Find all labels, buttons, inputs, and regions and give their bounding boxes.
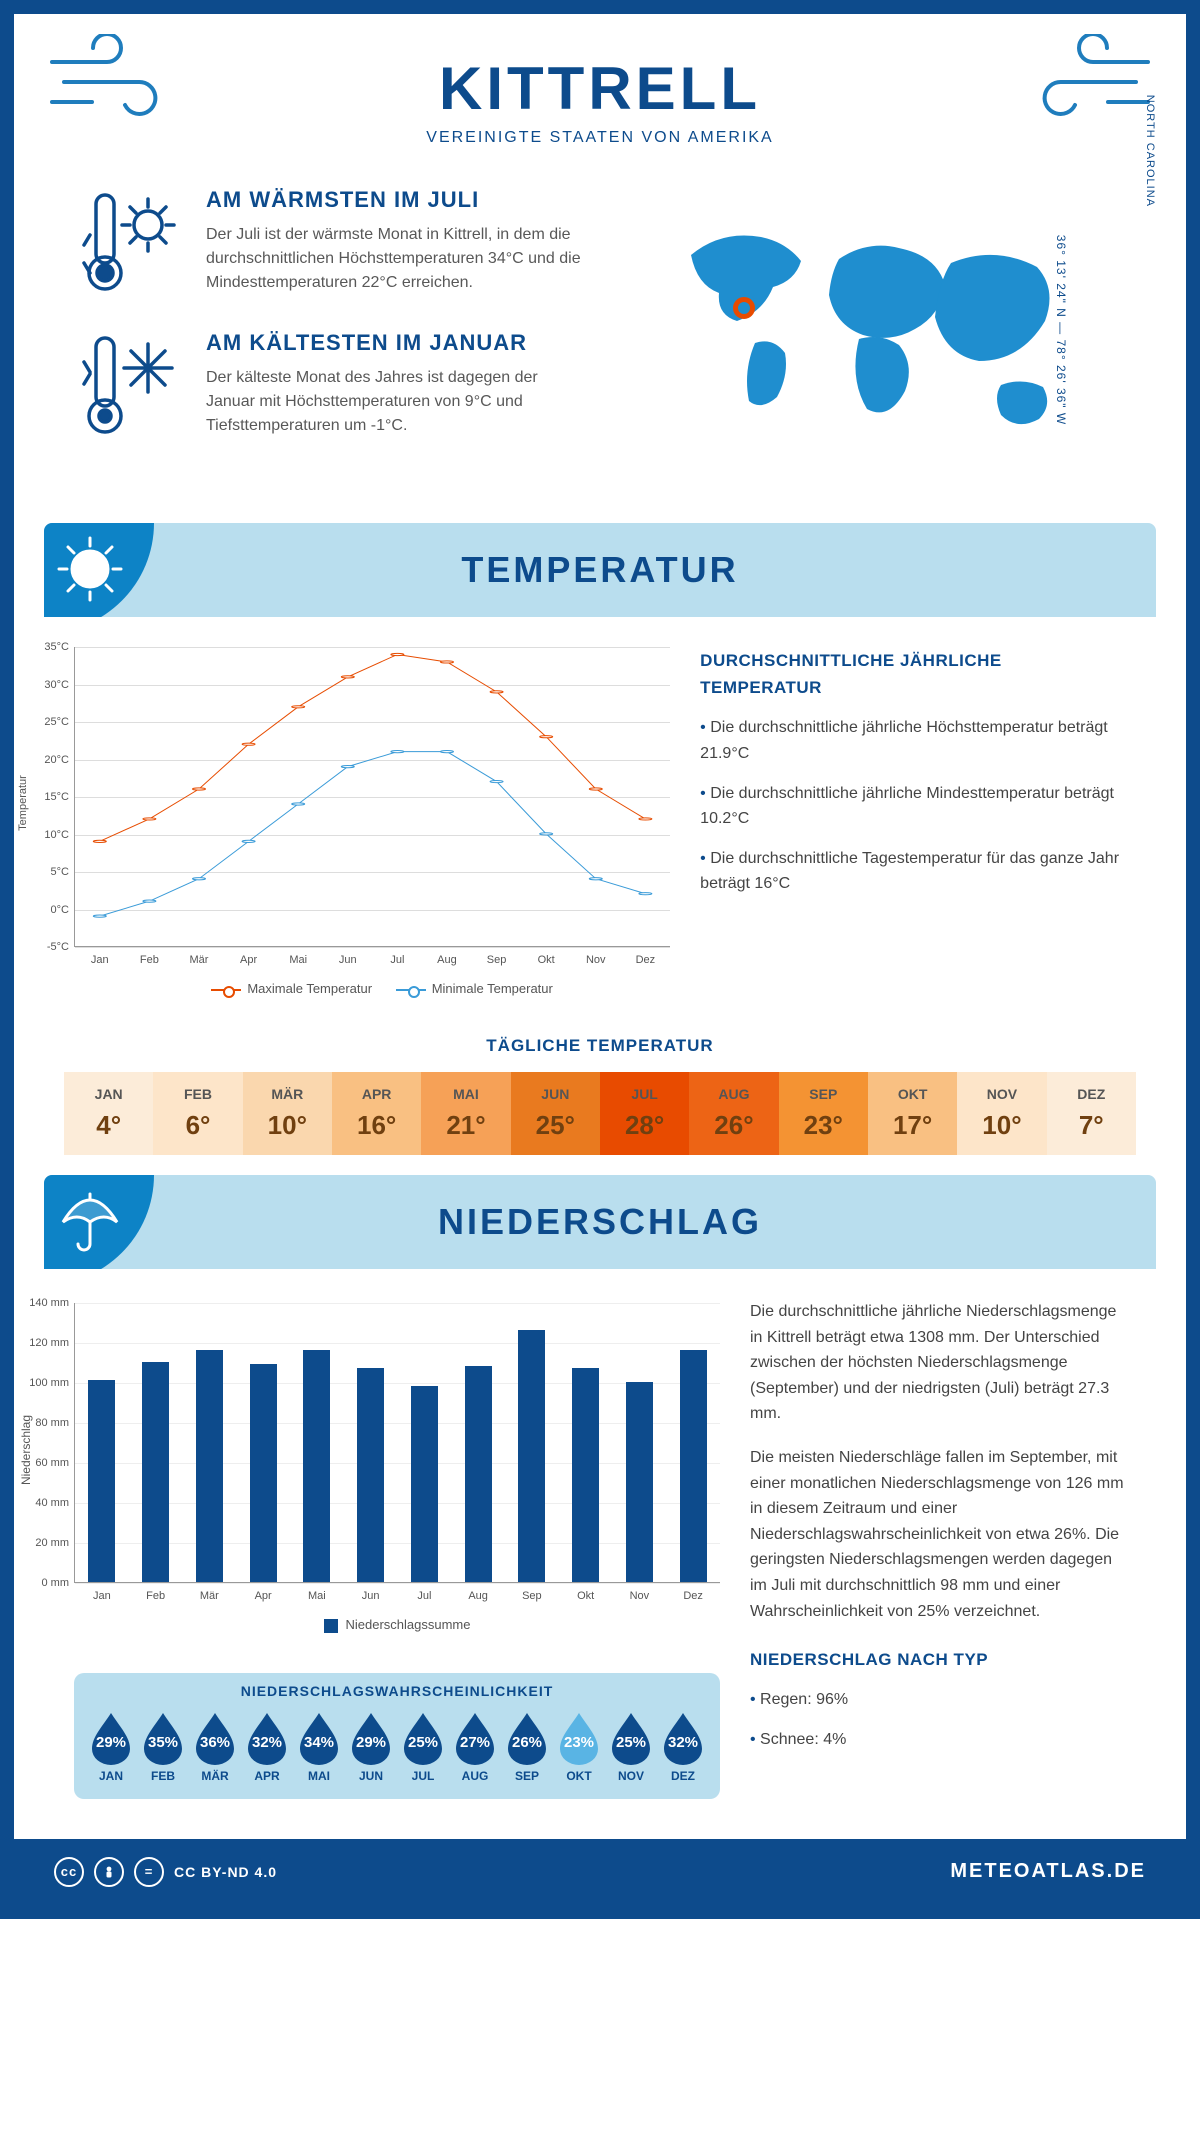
precip-type-heading: NIEDERSCHLAG NACH TYP	[750, 1646, 1126, 1673]
page-title: KITTRELL	[44, 54, 1156, 123]
by-icon	[94, 1857, 124, 1887]
drop-cell: 29%JAN	[88, 1711, 134, 1783]
drop-cell: 34%MAI	[296, 1711, 342, 1783]
precip-type-snow: Schnee: 4%	[750, 1727, 1126, 1753]
banner-temperature: TEMPERATUR	[44, 523, 1156, 617]
fact-warmest-text: Der Juli ist der wärmste Monat in Kittre…	[206, 223, 585, 295]
thermometer-sun-icon	[74, 187, 184, 302]
drop-cell: 35%FEB	[140, 1711, 186, 1783]
linechart-legend: Maximale Temperatur Minimale Temperatur	[74, 981, 670, 996]
legend-min-label: Minimale Temperatur	[432, 981, 553, 996]
daily-cell: AUG26°	[689, 1072, 778, 1155]
daily-cell: FEB6°	[153, 1072, 242, 1155]
world-map: 36° 13' 24" N — 78° 26' 36" W NORTH CARO…	[615, 187, 1126, 473]
temp-bullet-1: Die durchschnittliche jährliche Höchstte…	[700, 715, 1126, 766]
intro-section: AM WÄRMSTEN IM JULI Der Juli ist der wär…	[14, 177, 1186, 503]
drop-cell: 32%DEZ	[660, 1711, 706, 1783]
legend-max-label: Maximale Temperatur	[247, 981, 372, 996]
drop-cell: 23%OKT	[556, 1711, 602, 1783]
temperature-line-chart: Temperatur -5°C0°C5°C10°C15°C20°C25°C30°…	[74, 647, 670, 996]
precip-para-1: Die durchschnittliche jährliche Niedersc…	[750, 1299, 1126, 1427]
fact-coldest-title: AM KÄLTESTEN IM JANUAR	[206, 330, 585, 356]
precip-para-2: Die meisten Niederschläge fallen im Sept…	[750, 1445, 1126, 1624]
drop-cell: 26%SEP	[504, 1711, 550, 1783]
daily-cell: MAI21°	[421, 1072, 510, 1155]
region-label: NORTH CAROLINA	[1144, 95, 1156, 207]
precipitation-bar-chart: Niederschlag 0 mm20 mm40 mm60 mm80 mm100…	[74, 1299, 720, 1799]
sun-icon	[44, 523, 154, 617]
daily-cell: SEP23°	[779, 1072, 868, 1155]
daily-temp-title: TÄGLICHE TEMPERATUR	[14, 1036, 1186, 1056]
daily-cell: DEZ7°	[1047, 1072, 1136, 1155]
precipitation-summary: Die durchschnittliche jährliche Niedersc…	[750, 1299, 1126, 1767]
temp-bullet-2: Die durchschnittliche jährliche Mindestt…	[700, 781, 1126, 832]
wind-decor-left-icon	[44, 34, 174, 124]
footer: cc = CC BY-ND 4.0 METEOATLAS.DE	[14, 1839, 1186, 1905]
nd-icon: =	[134, 1857, 164, 1887]
banner-precipitation: NIEDERSCHLAG	[44, 1175, 1156, 1269]
wind-decor-right-icon	[1026, 34, 1156, 124]
drop-cell: 25%JUL	[400, 1711, 446, 1783]
drop-cell: 27%AUG	[452, 1711, 498, 1783]
location-marker-icon	[733, 297, 755, 319]
fact-coldest-text: Der kälteste Monat des Jahres ist dagege…	[206, 366, 585, 438]
temp-bullet-3: Die durchschnittliche Tagestemperatur fü…	[700, 846, 1126, 897]
daily-cell: JUN25°	[511, 1072, 600, 1155]
drop-cell: 29%JUN	[348, 1711, 394, 1783]
brand-label: METEOATLAS.DE	[950, 1860, 1146, 1883]
legend-precip-label: Niederschlagssumme	[346, 1617, 471, 1632]
precip-type-rain: Regen: 96%	[750, 1687, 1126, 1713]
temperature-summary: DURCHSCHNITTLICHE JÄHRLICHE TEMPERATUR D…	[700, 647, 1126, 996]
umbrella-icon	[44, 1175, 154, 1269]
precip-probability-panel: NIEDERSCHLAGSWAHRSCHEINLICHKEIT 29%JAN35…	[74, 1673, 720, 1799]
daily-cell: JUL28°	[600, 1072, 689, 1155]
daily-cell: APR16°	[332, 1072, 421, 1155]
precip-probability-title: NIEDERSCHLAGSWAHRSCHEINLICHKEIT	[88, 1683, 706, 1699]
fact-warmest-title: AM WÄRMSTEN IM JULI	[206, 187, 585, 213]
license-text: CC BY-ND 4.0	[174, 1864, 277, 1880]
cc-icon: cc	[54, 1857, 84, 1887]
section-title-temperature: TEMPERATUR	[64, 549, 1136, 591]
thermometer-snow-icon	[74, 330, 184, 445]
fact-warmest: AM WÄRMSTEN IM JULI Der Juli ist der wär…	[74, 187, 585, 302]
daily-cell: JAN4°	[64, 1072, 153, 1155]
drop-cell: 25%NOV	[608, 1711, 654, 1783]
barchart-legend: Niederschlagssumme	[74, 1617, 720, 1633]
page-subtitle: VEREINIGTE STAATEN VON AMERIKA	[44, 129, 1156, 147]
daily-cell: NOV10°	[957, 1072, 1046, 1155]
drop-cell: 32%APR	[244, 1711, 290, 1783]
daily-temp-table: JAN4°FEB6°MÄR10°APR16°MAI21°JUN25°JUL28°…	[64, 1072, 1136, 1155]
fact-coldest: AM KÄLTESTEN IM JANUAR Der kälteste Mona…	[74, 330, 585, 445]
coordinates-label: 36° 13' 24" N — 78° 26' 36" W	[1054, 235, 1068, 425]
daily-cell: OKT17°	[868, 1072, 957, 1155]
section-title-precipitation: NIEDERSCHLAG	[64, 1201, 1136, 1243]
header: KITTRELL VEREINIGTE STAATEN VON AMERIKA	[14, 14, 1186, 177]
daily-cell: MÄR10°	[243, 1072, 332, 1155]
temp-summary-heading: DURCHSCHNITTLICHE JÄHRLICHE TEMPERATUR	[700, 647, 1126, 701]
drop-cell: 36%MÄR	[192, 1711, 238, 1783]
